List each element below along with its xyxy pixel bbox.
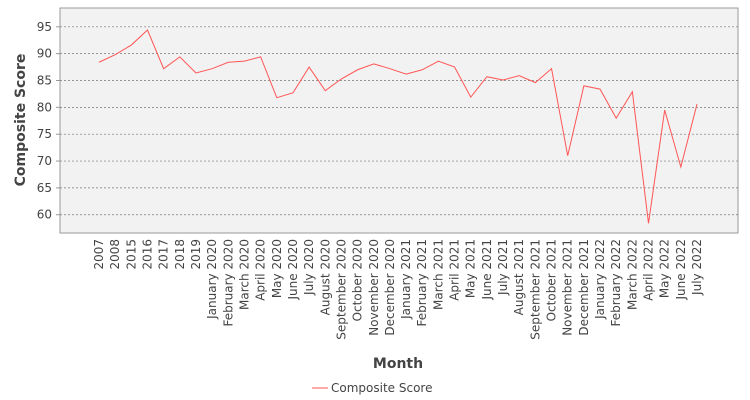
x-tick-label: January 2021 [399,239,413,320]
x-tick-label: July 2020 [302,239,316,296]
x-tick-label: February 2022 [609,239,623,327]
legend-label: Composite Score [331,381,432,395]
x-tick-label: August 2020 [318,239,332,315]
x-tick-label: September 2020 [334,239,348,340]
x-tick-label: October 2020 [351,239,365,321]
x-tick-label: February 2021 [415,239,429,327]
x-tick-label: 2007 [92,239,106,270]
x-tick-label: December 2021 [577,239,591,336]
x-tick-label: 2016 [140,239,154,270]
x-tick-label: May 2022 [658,239,672,298]
y-tick-label: 65 [37,181,52,195]
x-tick-label: 2015 [124,239,138,270]
x-tick-label: March 2020 [237,239,251,310]
x-tick-label: September 2021 [528,239,542,340]
x-tick-label: March 2021 [431,239,445,310]
x-tick-label: October 2021 [545,239,559,321]
x-tick-label: May 2020 [270,239,284,298]
y-tick-label: 70 [37,154,52,168]
x-tick-label: April 2022 [642,239,656,301]
x-tick-label: April 2021 [448,239,462,301]
x-tick-label: February 2020 [221,239,235,327]
y-tick-label: 80 [37,100,52,114]
x-tick-label: July 2022 [690,239,704,296]
x-tick-label: July 2021 [496,239,510,296]
x-tick-label: November 2021 [561,239,575,336]
y-axis-title: Composite Score [13,54,29,187]
y-tick-label: 75 [37,127,52,141]
x-axis-title: Month [373,356,423,372]
y-tick-label: 95 [37,20,52,34]
x-tick-label: 2019 [189,239,203,270]
y-tick-label: 90 [37,47,52,61]
x-tick-label: June 2022 [674,239,688,301]
x-tick-label: January 2022 [593,239,607,320]
y-tick-label: 85 [37,73,52,87]
y-tick-label: 60 [37,208,52,222]
x-tick-label: December 2020 [383,239,397,336]
x-tick-label: June 2020 [286,239,300,301]
x-tick-label: June 2021 [480,239,494,301]
x-tick-label: March 2022 [625,239,639,310]
plot-area [59,7,739,234]
legend: Composite Score [312,381,432,395]
x-tick-label: August 2021 [512,239,526,315]
x-tick-label: 2008 [108,239,122,270]
x-tick-label: May 2021 [464,239,478,298]
x-tick-label: April 2020 [254,239,268,301]
data-line [98,29,698,224]
x-tick-label: 2017 [157,239,171,270]
x-tick-label: November 2020 [367,239,381,336]
x-tick-label: January 2020 [205,239,219,320]
x-tick-label: 2018 [173,239,187,270]
